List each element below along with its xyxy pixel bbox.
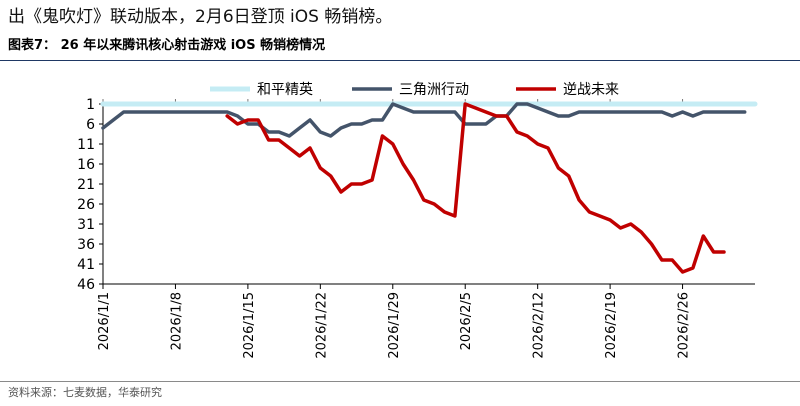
source-note: 资料来源：七麦数据，华泰研究 [8,386,162,399]
x-tick-label: 2026/1/1 [97,292,112,350]
series-line-nizhan [225,102,726,274]
y-tick-label: 31 [77,217,95,233]
x-tick-label: 2026/1/8 [169,292,184,350]
x-tick-label: 2026/2/19 [604,292,619,359]
source-divider [0,381,800,382]
x-tick-label: 2026/1/15 [242,292,257,359]
y-tick-label: 6 [86,117,95,133]
y-tick-label: 1 [86,97,95,113]
series-line-sanjiaozhou [101,102,747,138]
legend-label-sanjiaozhou: 三角洲行动 [399,82,469,98]
y-tick-label: 36 [77,237,95,253]
x-tick-label: 2026/2/12 [532,292,547,359]
y-tick-label: 16 [77,157,95,173]
x-tick-label: 2026/1/22 [314,292,329,359]
y-tick-label: 46 [77,277,95,293]
x-tick-label: 2026/1/29 [387,292,402,359]
legend-label-heping: 和平精英 [257,81,313,98]
x-tick-label: 2026/2/5 [459,292,474,350]
title-divider [0,60,800,61]
figure-title: 图表7： 26 年以来腾讯核心射击游戏 iOS 畅销榜情况 [8,38,326,53]
legend-label-nizhan: 逆战未来 [563,82,619,98]
y-tick-label: 41 [77,257,95,273]
headline: 出《鬼吹灯》联动版本，2月6日登顶 iOS 畅销榜。 [8,7,393,27]
x-tick-label: 2026/2/26 [677,292,692,359]
y-tick-label: 26 [77,197,95,213]
y-tick-label: 21 [77,177,95,193]
y-tick-label: 11 [77,137,95,153]
